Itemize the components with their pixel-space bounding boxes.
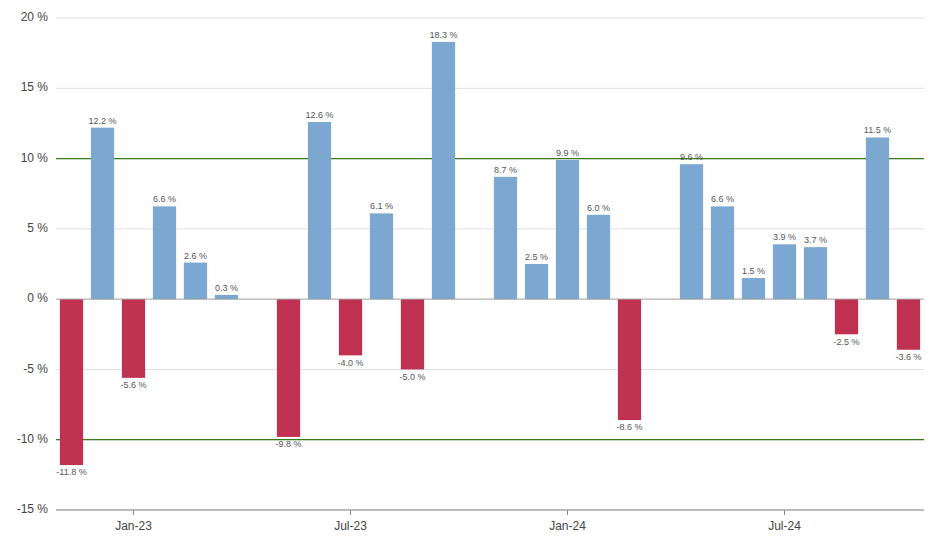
bar [494, 177, 517, 299]
chart: -15 % -10 % -5 % 0 % 5 % 10 % 15 % 20 % -11.8 % 1… [0, 0, 940, 550]
data-label: 6.6 % [153, 194, 176, 204]
grid [56, 18, 924, 510]
y-tick-label: 20 % [21, 10, 49, 24]
bar [339, 299, 362, 355]
y-tick-label: 15 % [21, 80, 49, 94]
grid-line [56, 369, 924, 370]
data-label: 3.9 % [773, 232, 796, 242]
y-tick-label: 5 % [27, 221, 48, 235]
bar [866, 137, 889, 299]
data-label: 9.9 % [556, 148, 579, 158]
x-axis-line [56, 510, 924, 511]
grid-line [56, 228, 924, 229]
grid-line [56, 439, 924, 440]
data-label: 1.5 % [742, 266, 765, 276]
data-label: -9.8 % [275, 439, 301, 449]
bar [835, 299, 858, 334]
x-tick [133, 510, 134, 515]
y-tick-label: 10 % [21, 151, 49, 165]
x-tick [567, 510, 568, 515]
bar [401, 299, 424, 369]
data-label: 0.3 % [215, 283, 238, 293]
bar [711, 206, 734, 299]
bar [525, 264, 548, 299]
bar [618, 299, 641, 420]
bar [184, 263, 207, 300]
data-label: 2.6 % [184, 251, 207, 261]
data-label: 2.5 % [525, 252, 548, 262]
data-label: 8.7 % [494, 165, 517, 175]
bars [60, 42, 920, 465]
y-tick-label: -10 % [17, 432, 49, 446]
data-label: 6.0 % [587, 203, 610, 213]
data-label: 18.3 % [429, 30, 457, 40]
grid-line [56, 510, 924, 511]
bar [60, 299, 83, 465]
data-label: -11.8 % [56, 467, 86, 477]
grid-line [56, 18, 924, 19]
bar [680, 164, 703, 299]
bar [773, 244, 796, 299]
data-labels: -11.8 % 12.2 % -5.6 % 6.6 % 2.6 % 0.3 % -9.8 %… [56, 30, 921, 478]
data-label: -2.5 % [833, 337, 859, 347]
x-tick-label: Jul-24 [768, 519, 801, 533]
data-label: 6.6 % [711, 194, 734, 204]
grid-line [56, 88, 924, 89]
bar [153, 206, 176, 299]
bar [897, 299, 920, 350]
y-tick-label: -15 % [17, 502, 49, 516]
reference-line [56, 439, 924, 440]
data-label: -4.0 % [337, 358, 363, 368]
y-tick-label: -5 % [23, 362, 48, 376]
x-tick [784, 510, 785, 515]
bar [804, 247, 827, 299]
zero-line [56, 299, 924, 300]
y-tick-label: 0 % [27, 291, 48, 305]
bar [742, 278, 765, 299]
data-label: 6.1 % [370, 201, 393, 211]
data-label: 11.5 % [864, 125, 891, 135]
data-label: -5.6 % [120, 380, 146, 390]
bar [432, 42, 455, 299]
data-label: 12.2 % [88, 116, 116, 126]
data-label: -8.6 % [616, 422, 642, 432]
data-label: -5.0 % [399, 372, 425, 382]
data-label: 9.6 % [680, 152, 703, 162]
data-label: 3.7 % [804, 235, 827, 245]
x-tick-label: Jan-23 [115, 519, 152, 533]
reference-lines [56, 159, 924, 440]
bar [215, 295, 238, 299]
reference-line [56, 158, 924, 159]
bar [370, 213, 393, 299]
grid-line [56, 158, 924, 159]
bar [91, 128, 114, 299]
x-tick-label: Jul-23 [334, 519, 367, 533]
x-tick [350, 510, 351, 515]
data-label: -3.6 % [895, 352, 921, 362]
bar [556, 160, 579, 299]
x-tick-label: Jan-24 [549, 519, 586, 533]
bar [587, 215, 610, 299]
bar [308, 122, 331, 299]
grid-line [56, 299, 924, 300]
bar [122, 299, 145, 378]
data-label: 12.6 % [305, 110, 333, 120]
bar [277, 299, 300, 437]
